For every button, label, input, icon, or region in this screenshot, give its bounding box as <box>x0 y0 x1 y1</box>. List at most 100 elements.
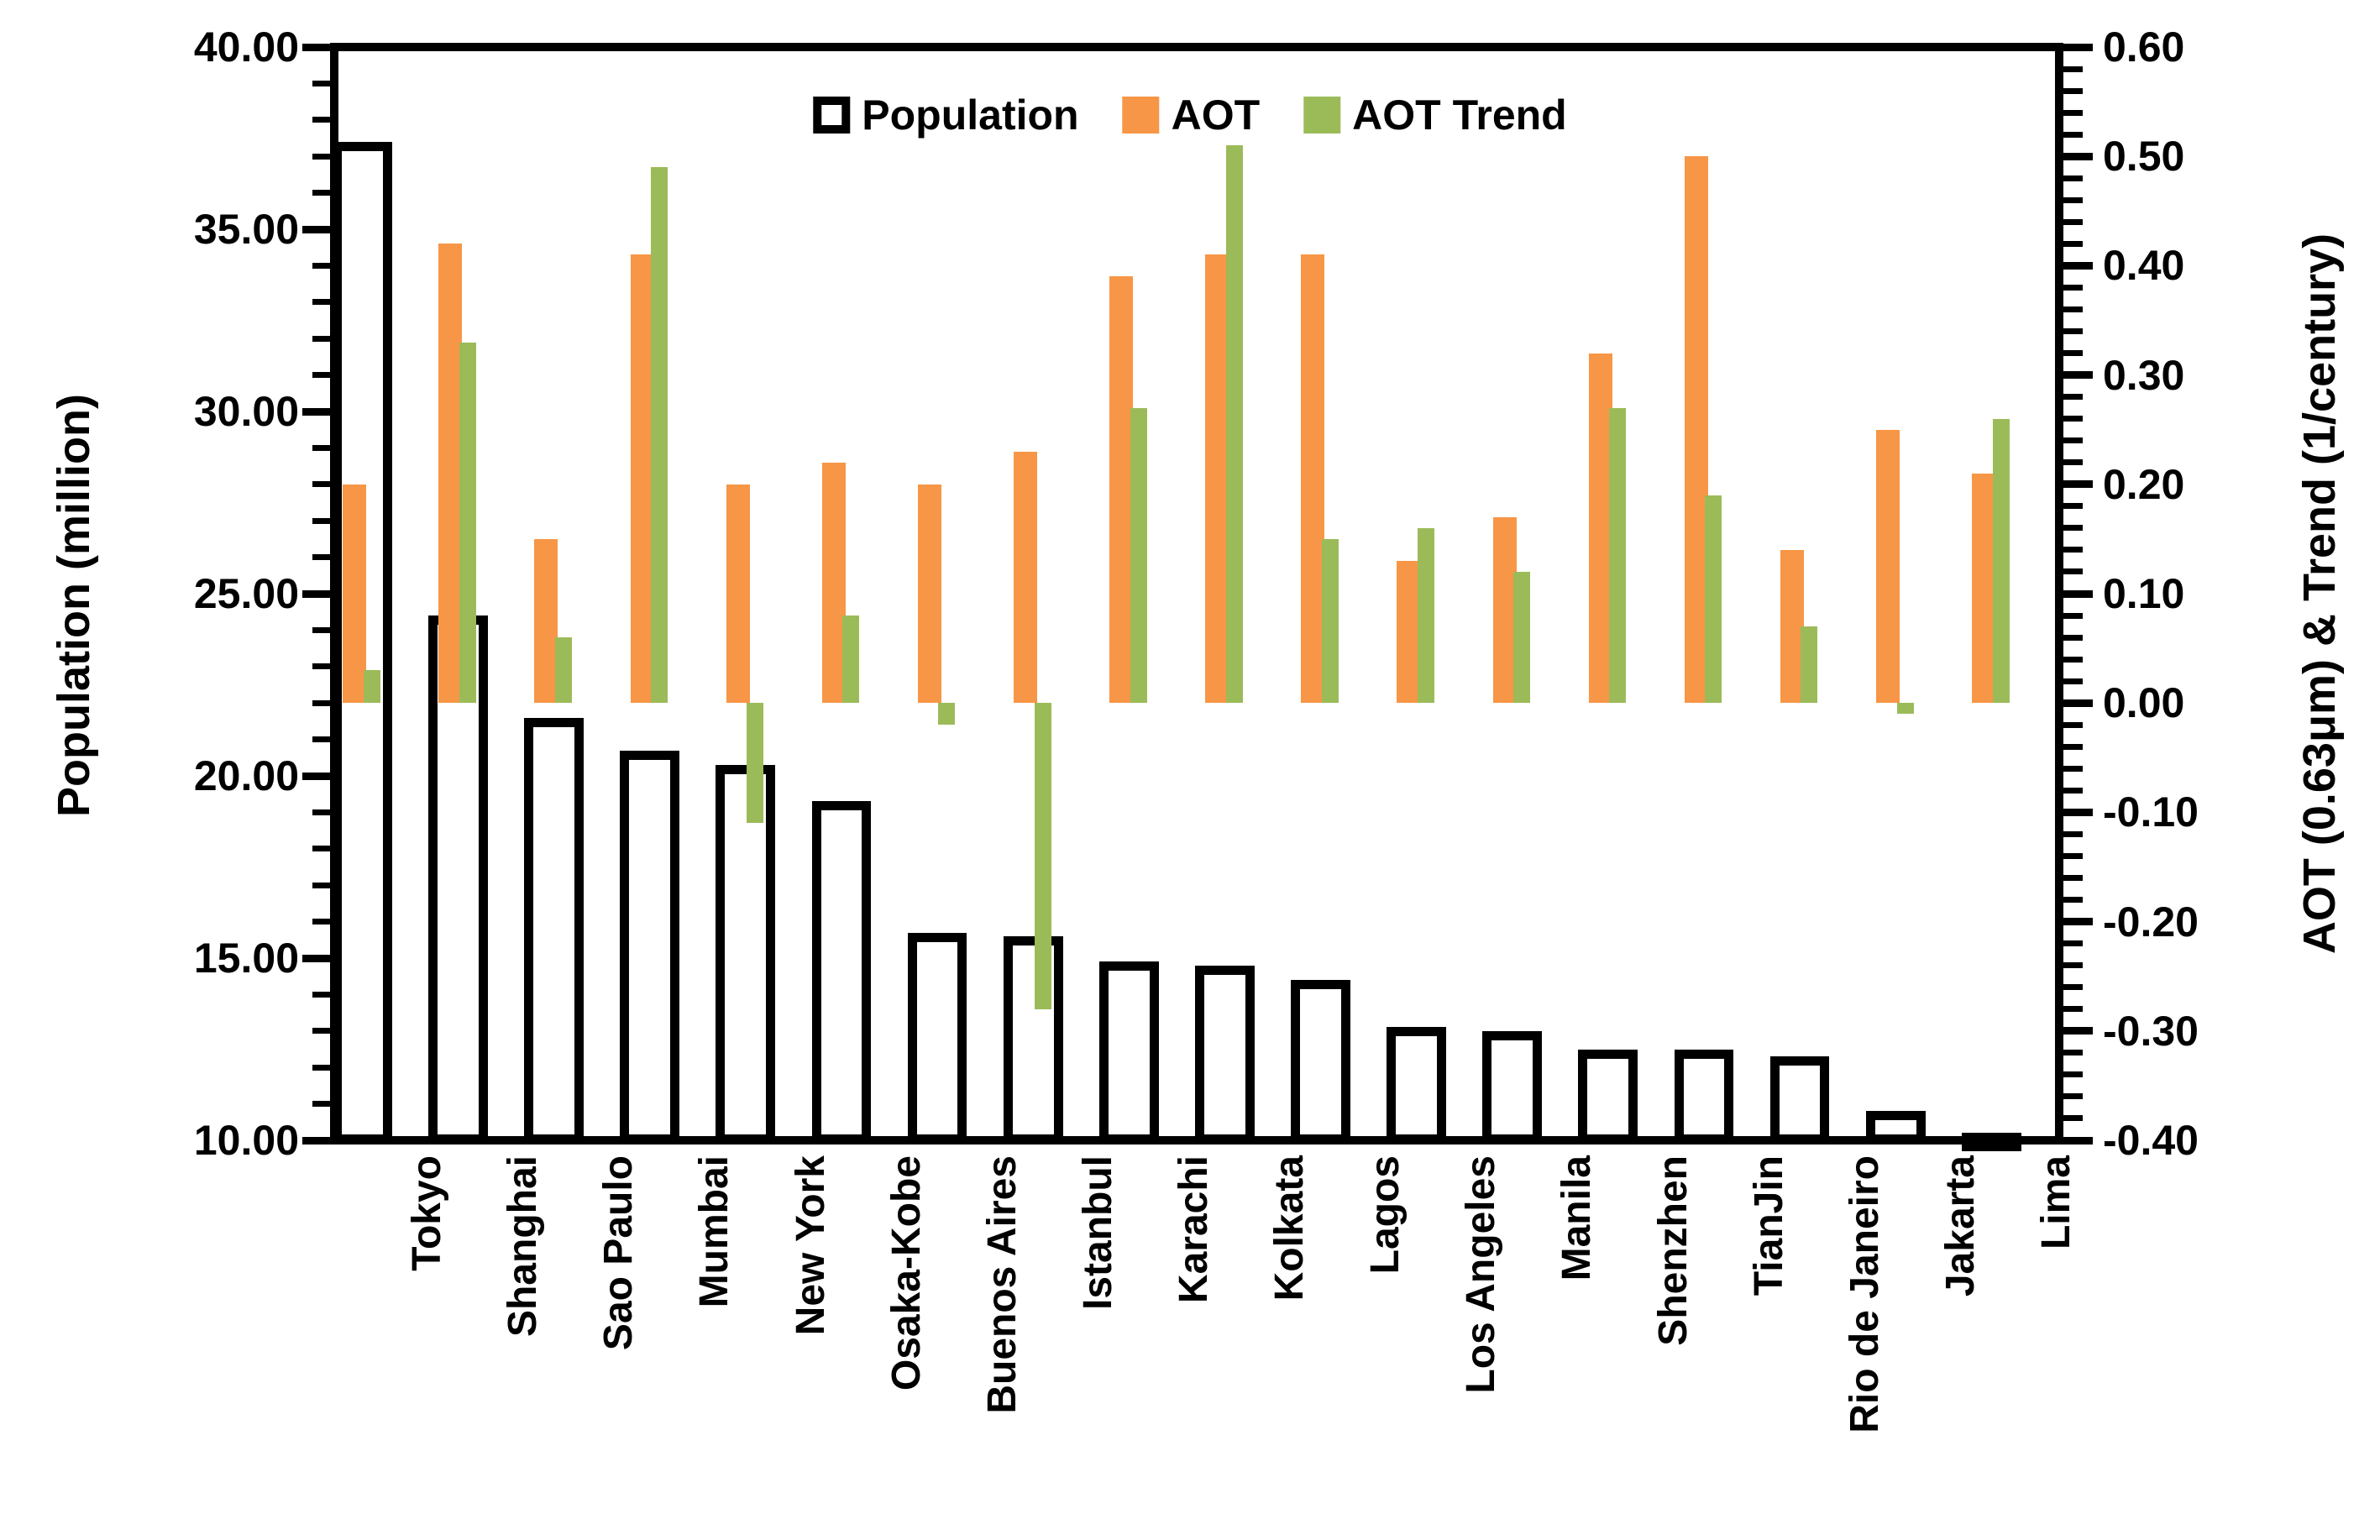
aot-bar <box>917 484 941 704</box>
right-axis-minor-tick <box>2059 830 2083 837</box>
aot-trend-bar <box>1801 626 1818 704</box>
legend-label: AOT <box>1171 92 1261 139</box>
legend-label: AOT Trend <box>1352 92 1567 139</box>
aot-trend-bar <box>363 670 380 704</box>
right-axis-minor-tick <box>2059 240 2083 247</box>
right-axis-tick-label: -0.20 <box>2103 898 2199 945</box>
left-axis-minor-tick <box>312 991 334 998</box>
legend-item-population: Population <box>813 92 1079 138</box>
right-axis-minor-tick <box>2059 437 2083 444</box>
right-axis-tick-label: 0.60 <box>2103 24 2185 71</box>
legend-swatch-population-icon <box>813 97 851 134</box>
right-axis-major-tick <box>2059 480 2093 489</box>
aot-bar <box>1876 429 1900 704</box>
aot-trend-bar <box>555 637 572 704</box>
right-axis-minor-tick <box>2059 503 2083 510</box>
right-axis-minor-tick <box>2059 416 2083 422</box>
left-axis-minor-tick <box>312 846 334 852</box>
population-bar <box>1865 1111 1926 1144</box>
x-axis-label: Shenzhen <box>1650 1155 1696 1346</box>
aot-trend-bar <box>1321 538 1339 704</box>
left-axis-minor-tick <box>312 190 334 196</box>
population-bar <box>1291 980 1350 1144</box>
right-axis-tick-label: 0.10 <box>2103 570 2185 617</box>
aot-trend-bar <box>1896 703 1914 715</box>
aot-trend-bar <box>1034 703 1051 1009</box>
right-axis-minor-tick <box>2059 306 2083 312</box>
left-axis-minor-tick <box>312 626 334 633</box>
right-axis-major-tick <box>2059 261 2093 270</box>
left-axis-major-tick <box>302 225 334 233</box>
right-axis-minor-tick <box>2059 678 2083 684</box>
right-axis-minor-tick <box>2059 131 2083 138</box>
x-axis-label: Istanbul <box>1075 1155 1120 1311</box>
population-bar <box>1769 1056 1830 1144</box>
right-axis-tick-label: 0.20 <box>2103 460 2185 508</box>
right-axis-major-tick <box>2059 1027 2093 1035</box>
right-axis-tick-label: -0.40 <box>2103 1117 2199 1164</box>
right-axis-tick-label: -0.30 <box>2103 1007 2199 1055</box>
aot-bar <box>1205 254 1229 704</box>
right-axis-minor-tick <box>2059 568 2083 575</box>
left-axis-minor-tick <box>312 481 334 488</box>
left-axis-minor-tick <box>312 699 334 706</box>
x-axis-label: TianJin <box>1746 1155 1791 1296</box>
left-axis-tick-label: 10.00 <box>193 1117 299 1164</box>
left-axis-minor-tick <box>312 262 334 269</box>
right-axis-minor-tick <box>2059 394 2083 401</box>
aot-trend-bar <box>1130 407 1147 704</box>
right-axis-minor-tick <box>2059 350 2083 357</box>
x-axis-label: Manila <box>1554 1155 1600 1281</box>
right-axis-minor-tick <box>2059 196 2083 203</box>
right-axis-minor-tick <box>2059 940 2083 947</box>
left-axis-minor-tick <box>312 554 334 561</box>
aot-trend-bar <box>842 615 860 704</box>
right-axis-major-tick <box>2059 43 2093 51</box>
x-axis-label: Tokyo <box>405 1155 450 1271</box>
aot-bar <box>1109 276 1134 704</box>
left-axis-minor-tick <box>312 299 334 306</box>
left-axis-tick-label: 25.00 <box>193 570 299 617</box>
x-axis-label: Sao Paulo <box>596 1155 642 1351</box>
right-axis-minor-tick <box>2059 525 2083 532</box>
left-axis-major-tick <box>302 954 334 962</box>
population-bar <box>1387 1027 1446 1144</box>
aot-trend-bar <box>1513 571 1531 704</box>
left-axis-minor-tick <box>312 117 334 123</box>
aot-bar <box>1588 353 1612 704</box>
right-axis-minor-tick <box>2059 175 2083 181</box>
right-axis-minor-tick <box>2059 328 2083 335</box>
left-axis-minor-tick <box>312 1101 334 1108</box>
right-axis-tick-label: 0.30 <box>2103 351 2185 399</box>
population-bar <box>1578 1049 1638 1144</box>
right-axis-minor-tick <box>2059 656 2083 663</box>
left-axis-tick-label: 35.00 <box>193 206 299 253</box>
right-axis-major-tick <box>2059 371 2093 380</box>
right-axis-minor-tick <box>2059 634 2083 641</box>
right-axis-tick-label: -0.10 <box>2103 788 2199 836</box>
right-axis-minor-tick <box>2059 284 2083 291</box>
right-axis-minor-tick <box>2059 765 2083 772</box>
left-axis-minor-tick <box>312 663 334 670</box>
aot-bar <box>1397 560 1421 704</box>
x-axis-label: Mumbai <box>692 1155 737 1308</box>
left-axis-minor-tick <box>312 919 334 925</box>
right-axis-major-tick <box>2059 918 2093 926</box>
aot-trend-bar <box>1705 495 1722 704</box>
left-axis-major-tick <box>302 589 334 598</box>
left-axis-tick-label: 40.00 <box>193 24 299 71</box>
right-axis-minor-tick <box>2059 218 2083 225</box>
population-bar <box>1098 961 1159 1144</box>
right-axis-minor-tick <box>2059 721 2083 728</box>
left-axis-minor-tick <box>312 372 334 379</box>
x-axis-label: Kolkata <box>1267 1155 1313 1302</box>
right-axis-minor-tick <box>2059 852 2083 859</box>
population-bar <box>811 801 872 1144</box>
population-bar <box>1003 935 1063 1144</box>
aot-bar <box>343 484 367 704</box>
right-axis-tick-label: 0.50 <box>2103 133 2185 181</box>
legend: Population AOT AOT Trend <box>813 92 1567 139</box>
right-axis-minor-tick <box>2059 1071 2083 1078</box>
right-axis-tick-label: 0.40 <box>2103 242 2185 290</box>
